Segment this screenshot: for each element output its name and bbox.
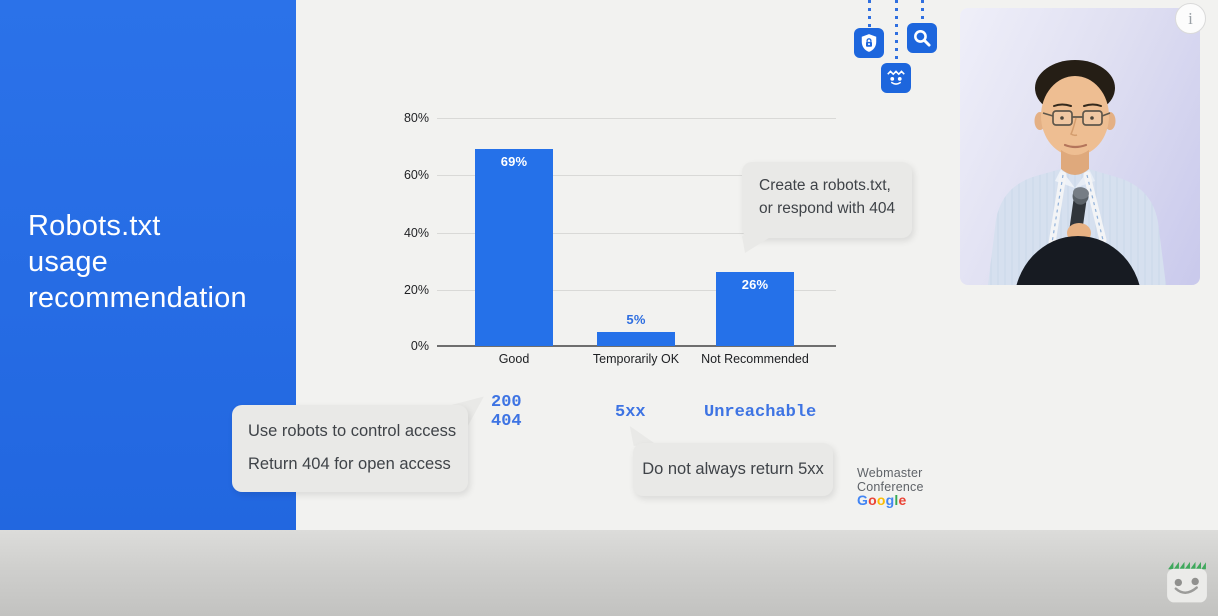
title-line-3: recommendation <box>28 282 247 314</box>
robot-face-icon <box>881 63 911 93</box>
callout-robots-line-1: Use robots to control access <box>248 422 457 440</box>
google-letter-g2: g <box>885 492 895 508</box>
speaker-video-feed <box>960 8 1200 285</box>
callout-robots-line-2: Return 404 for open access <box>248 455 451 473</box>
lock-shield-glyph <box>861 34 877 52</box>
title-line-1: Robots.txt <box>28 210 161 242</box>
robot-mascot-glyph <box>1167 561 1207 603</box>
bar-value-temporarily-ok: 5% <box>626 311 646 327</box>
gridline-40 <box>437 232 836 234</box>
y-tick-40: 40% <box>403 225 429 240</box>
title-line-2: usage <box>28 246 109 278</box>
bar-not-recommended: 26% <box>716 271 794 346</box>
gridline-60 <box>437 175 836 177</box>
callout-create-line-1: Create a robots.txt, <box>759 177 891 194</box>
info-button[interactable]: i <box>1175 3 1206 34</box>
gridline-80 <box>437 118 836 119</box>
lock-shield-icon <box>854 28 884 58</box>
speaker-illustration <box>988 60 1166 285</box>
x-axis-line <box>437 345 836 347</box>
status-codes-good: 200 404 <box>491 393 522 431</box>
google-letter-g1: G <box>857 492 869 508</box>
google-letter-o2: o <box>876 492 886 508</box>
dotted-string-lock <box>868 0 871 30</box>
dotted-string-robot <box>894 0 898 65</box>
callout-do-not-return-5xx: Do not always return 5xx <box>633 443 833 496</box>
callout-5xx-text: Do not always return 5xx <box>642 460 824 478</box>
bar-chart: 80% 60% 40% 20% 0% 69% 5% 26% Good Tempo… <box>404 111 836 366</box>
status-code-404: 404 <box>491 412 522 431</box>
robot-face-glyph <box>887 70 905 85</box>
y-tick-0: 0% <box>410 339 429 353</box>
status-code-unreachable: Unreachable <box>704 403 817 422</box>
status-code-200: 200 <box>491 393 522 412</box>
branding-line-2: Conference <box>857 479 924 494</box>
info-icon: i <box>1188 8 1193 28</box>
bar-temporarily-ok: 5% <box>597 312 675 346</box>
x-label-good: Good <box>498 352 530 366</box>
gridline-20 <box>437 289 836 291</box>
branding-line-1: Webmaster <box>857 466 923 480</box>
search-glyph <box>914 30 931 47</box>
google-letter-e: e <box>898 492 907 508</box>
bar-value-good: 69% <box>500 154 528 170</box>
x-label-not-recommended: Not Recommended <box>701 352 809 366</box>
title-panel: Robots.txt usage recommendation <box>0 0 296 530</box>
google-letter-l: l <box>894 492 899 508</box>
background-band <box>0 530 1218 616</box>
bar-value-not-recommended: 26% <box>741 276 769 292</box>
y-tick-80: 80% <box>403 111 429 125</box>
status-code-5xx: 5xx <box>615 403 646 422</box>
bar-good: 69% <box>475 149 553 346</box>
callout-use-robots: Use robots to control access Return 404 … <box>232 405 468 492</box>
dotted-string-search <box>921 0 924 25</box>
search-icon <box>907 23 937 53</box>
y-tick-20: 20% <box>403 282 429 297</box>
callout-create-line-2: or respond with 404 <box>759 200 896 217</box>
google-logo: Google <box>857 492 924 508</box>
branding-block: Webmaster Conference Google <box>857 466 924 508</box>
x-label-temporarily-ok: Temporarily OK <box>592 352 680 366</box>
google-letter-o1: o <box>868 492 877 508</box>
page-title: Robots.txt usage recommendation <box>28 208 288 316</box>
y-tick-60: 60% <box>403 168 429 183</box>
robot-mascot-icon <box>1163 559 1210 606</box>
callout-create-robots-txt: Create a robots.txt, or respond with 404 <box>742 162 912 238</box>
